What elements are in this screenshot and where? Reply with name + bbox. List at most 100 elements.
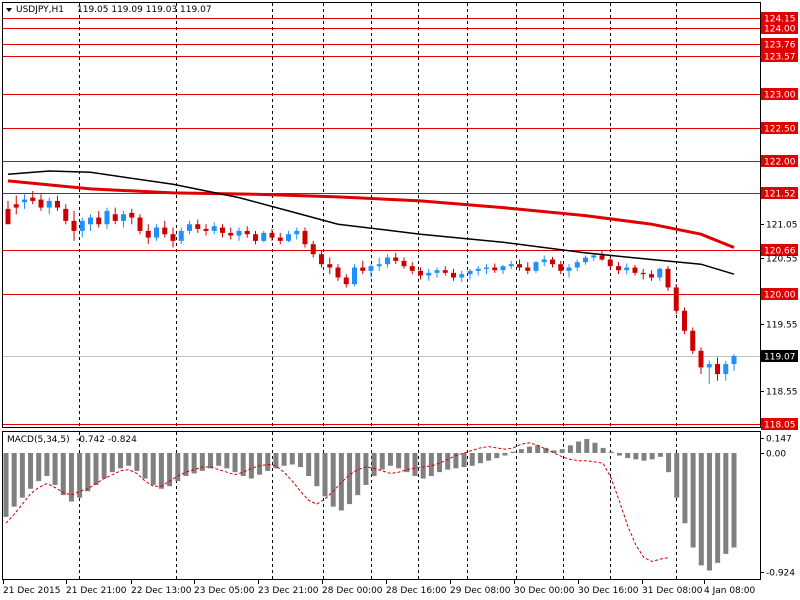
- candle-body: [574, 262, 580, 268]
- candle-body: [624, 267, 630, 271]
- candle-body: [731, 356, 737, 365]
- candle-body: [319, 254, 324, 265]
- candle-body: [583, 257, 588, 263]
- candle-body: [38, 199, 44, 208]
- candle-body: [715, 364, 720, 375]
- price-level-label: 123.00: [764, 91, 796, 101]
- macd-bar: [641, 453, 647, 461]
- macd-bar: [608, 451, 614, 453]
- candle-body: [566, 267, 572, 271]
- macd-bar: [257, 453, 263, 475]
- dropdown-triangle-icon[interactable]: [6, 8, 12, 12]
- candle-body: [525, 267, 531, 271]
- macd-bar: [347, 453, 353, 505]
- macd-bar: [60, 453, 66, 496]
- macd-bar: [412, 453, 418, 476]
- macd-bar: [175, 453, 181, 482]
- macd-bar: [142, 453, 148, 479]
- macd-bar: [535, 445, 541, 453]
- candle-body: [22, 199, 27, 203]
- candle-body: [46, 200, 52, 208]
- macd-bar: [674, 453, 680, 498]
- candle-body: [129, 212, 135, 218]
- candle-body: [302, 230, 308, 245]
- price-level-label: 124.00: [764, 25, 796, 35]
- macd-bar: [248, 453, 254, 479]
- sma-slow-line: [7, 179, 735, 249]
- candle-body: [71, 220, 77, 231]
- candle-body: [401, 260, 407, 267]
- candle-body: [657, 268, 663, 278]
- candle-body: [13, 204, 19, 208]
- price-tag-bg: [761, 22, 798, 34]
- candle-body: [649, 274, 654, 278]
- candle-body: [418, 270, 423, 276]
- candle-body: [79, 220, 85, 231]
- time-axis-label: 30 Dec 16:00: [578, 586, 639, 596]
- candle-body: [533, 262, 539, 271]
- macd-bar: [616, 453, 622, 456]
- macd-bar: [19, 453, 25, 498]
- candle-body: [690, 330, 696, 351]
- macd-bar: [379, 453, 385, 470]
- time-axis-label: 4 Jan 08:00: [704, 586, 756, 596]
- price-panel[interactable]: [2, 2, 761, 428]
- price-axis-label: 121.05: [766, 221, 798, 231]
- candle-body: [385, 257, 390, 265]
- macd-bar: [510, 451, 516, 453]
- candle-body: [459, 274, 465, 278]
- macd-bar: [3, 453, 9, 517]
- macd-values: -0.742 -0.824: [76, 435, 137, 445]
- candle-body: [475, 268, 481, 271]
- macd-bar: [330, 453, 336, 507]
- macd-bar: [199, 453, 205, 471]
- macd-bar: [437, 453, 443, 473]
- price-level-label: 122.50: [764, 125, 796, 135]
- candle-body: [277, 237, 283, 241]
- macd-bar: [567, 445, 573, 453]
- candle-body: [343, 277, 349, 285]
- macd-bar: [36, 453, 42, 482]
- current-price-tag-bg: [761, 350, 798, 362]
- time-axis-label: 30 Dec 00:00: [514, 586, 575, 596]
- macd-bar: [551, 450, 557, 453]
- time-axis-label: 23 Dec 21:00: [258, 586, 319, 596]
- candle-body: [145, 230, 151, 238]
- macd-bar: [690, 453, 696, 548]
- macd-bar: [150, 453, 156, 485]
- chart-ohlc: 119.05 119.09 119.03 119.07: [77, 5, 212, 15]
- price-axis-label: 118.55: [766, 388, 798, 398]
- macd-bar: [461, 453, 467, 468]
- macd-bar: [93, 453, 99, 485]
- macd-bar: [158, 453, 164, 489]
- candle-body: [195, 224, 201, 229]
- chart-symbol: USDJPY,H1: [16, 5, 64, 15]
- macd-bar: [682, 453, 688, 524]
- time-axis-label: 23 Dec 05:00: [194, 586, 255, 596]
- macd-bar: [649, 453, 655, 460]
- price-level-label: 120.66: [764, 247, 796, 257]
- price-tag-bg: [761, 38, 798, 50]
- candle-body: [112, 214, 118, 221]
- price-tag-bg: [761, 187, 798, 199]
- macd-bar: [281, 453, 287, 466]
- price-level-label: 123.76: [764, 41, 796, 51]
- macd-bar: [273, 453, 279, 469]
- macd-bar: [387, 453, 393, 466]
- candle-body: [352, 267, 357, 285]
- macd-bar: [666, 453, 672, 473]
- macd-panel[interactable]: [2, 431, 761, 580]
- macd-bar: [428, 453, 434, 476]
- candle-body: [517, 264, 522, 268]
- macd-bar: [314, 453, 320, 487]
- macd-bar: [469, 453, 475, 466]
- macd-title: MACD(5,34,5): [7, 435, 70, 445]
- candle-body: [121, 214, 126, 221]
- candle-body: [162, 227, 168, 235]
- candle-body: [261, 232, 267, 241]
- macd-bar: [52, 453, 58, 485]
- macd-bar: [371, 453, 377, 476]
- candle-body: [368, 266, 374, 271]
- candle-body: [541, 259, 547, 263]
